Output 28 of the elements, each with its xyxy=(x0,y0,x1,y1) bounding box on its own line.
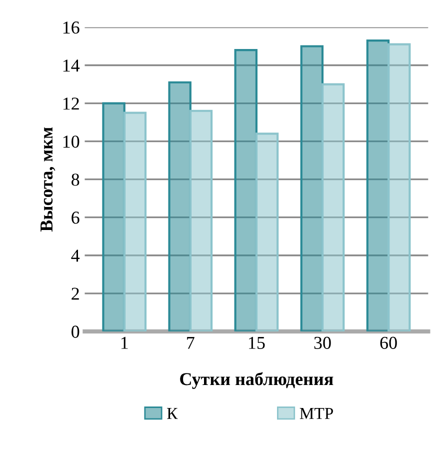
y-tick-label: 6 xyxy=(72,212,80,224)
x-tick-label: 15 xyxy=(249,336,265,349)
bar xyxy=(300,45,324,332)
y-tick-label: 2 xyxy=(72,288,79,300)
y-tick-label: 8 xyxy=(72,174,80,186)
bar xyxy=(321,83,345,332)
bar xyxy=(255,132,279,332)
bar xyxy=(234,49,258,332)
y-axis-title: Высота, мкм xyxy=(40,127,56,232)
y-tick-label: 16 xyxy=(63,22,80,34)
legend-label: К xyxy=(167,408,178,419)
y-tick-label: 14 xyxy=(63,60,80,72)
y-tick-label: 0 xyxy=(72,326,80,338)
bar xyxy=(102,102,126,332)
y-tick-label: 10 xyxy=(63,136,80,148)
legend-label: МТР xyxy=(300,408,333,419)
bar xyxy=(387,43,411,332)
bar xyxy=(123,112,147,332)
bar xyxy=(366,40,390,332)
bar xyxy=(189,110,213,332)
x-tick-label: 30 xyxy=(314,336,331,349)
x-axis-title: Сутки наблюдения xyxy=(180,372,334,389)
x-tick-label: 1 xyxy=(121,336,128,349)
bar xyxy=(168,81,192,332)
y-tick-label: 4 xyxy=(71,250,80,262)
y-tick-label: 12 xyxy=(63,98,79,110)
x-tick-label: 60 xyxy=(380,336,397,349)
x-tick-label: 7 xyxy=(187,336,194,349)
